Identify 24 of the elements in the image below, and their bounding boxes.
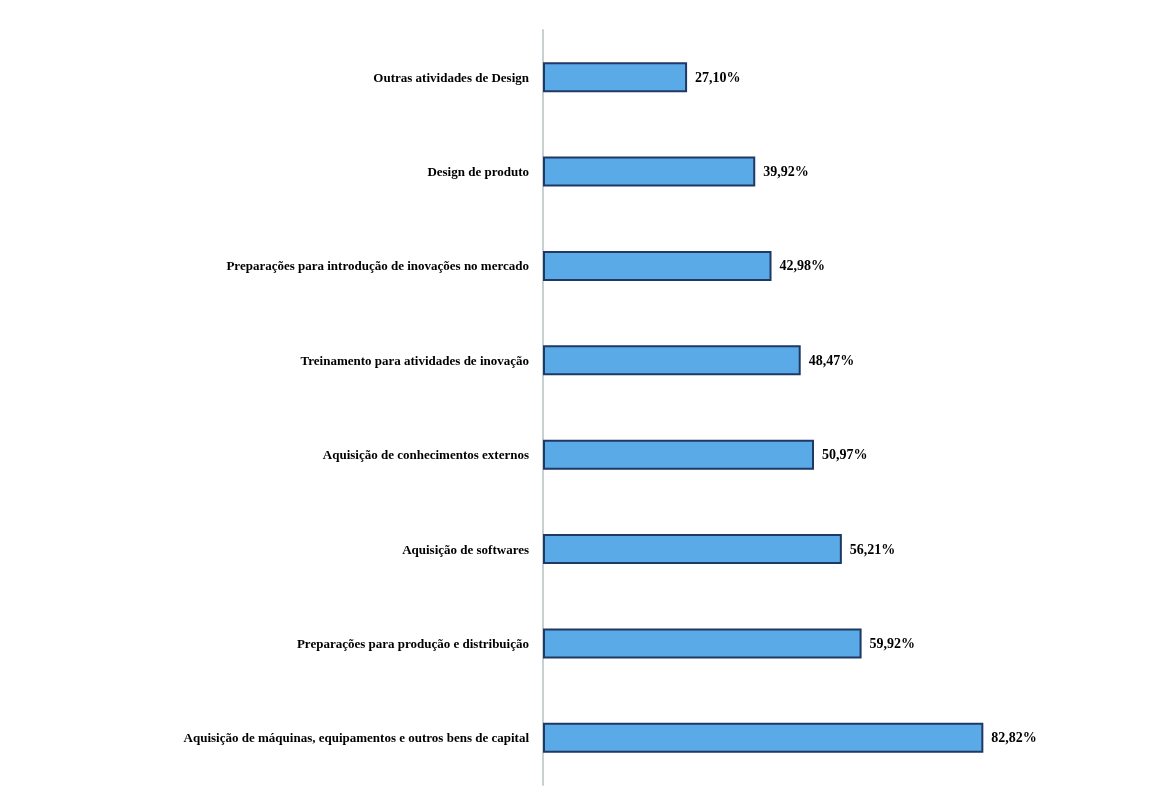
bar: [543, 439, 814, 470]
bar: [543, 534, 842, 565]
y-tick-label: Outras atividades de Design: [373, 69, 530, 85]
bar: [543, 250, 772, 281]
data-label: 42,98%: [779, 258, 826, 274]
bar: [543, 345, 801, 376]
y-tick-label: Aquisição de máquinas, equipamentos e outros bens de capital: [183, 730, 530, 746]
data-label: 56,21%: [849, 541, 896, 557]
data-label: 50,97%: [822, 447, 868, 463]
data-label: 59,92%: [869, 635, 916, 651]
data-label: 27,10%: [695, 69, 741, 85]
y-tick-label: Treinamento para atividades de inovação: [300, 352, 529, 368]
data-label: 48,47%: [808, 352, 855, 368]
y-tick-label: Preparações para produção e distribuição: [296, 635, 529, 651]
bar: [543, 62, 688, 93]
data-label: 39,92%: [763, 164, 809, 180]
data-label: 82,82%: [991, 730, 1037, 746]
y-tick-label: Design de produto: [427, 164, 529, 180]
bar: [543, 722, 984, 753]
bar: [543, 156, 756, 187]
bar: [543, 628, 862, 659]
y-tick-label: Aquisição de conhecimentos externos: [322, 447, 529, 463]
y-tick-label: Aquisição de softwares: [402, 541, 529, 557]
y-tick-label: Preparações para introdução de inovações no mercado: [226, 258, 529, 274]
